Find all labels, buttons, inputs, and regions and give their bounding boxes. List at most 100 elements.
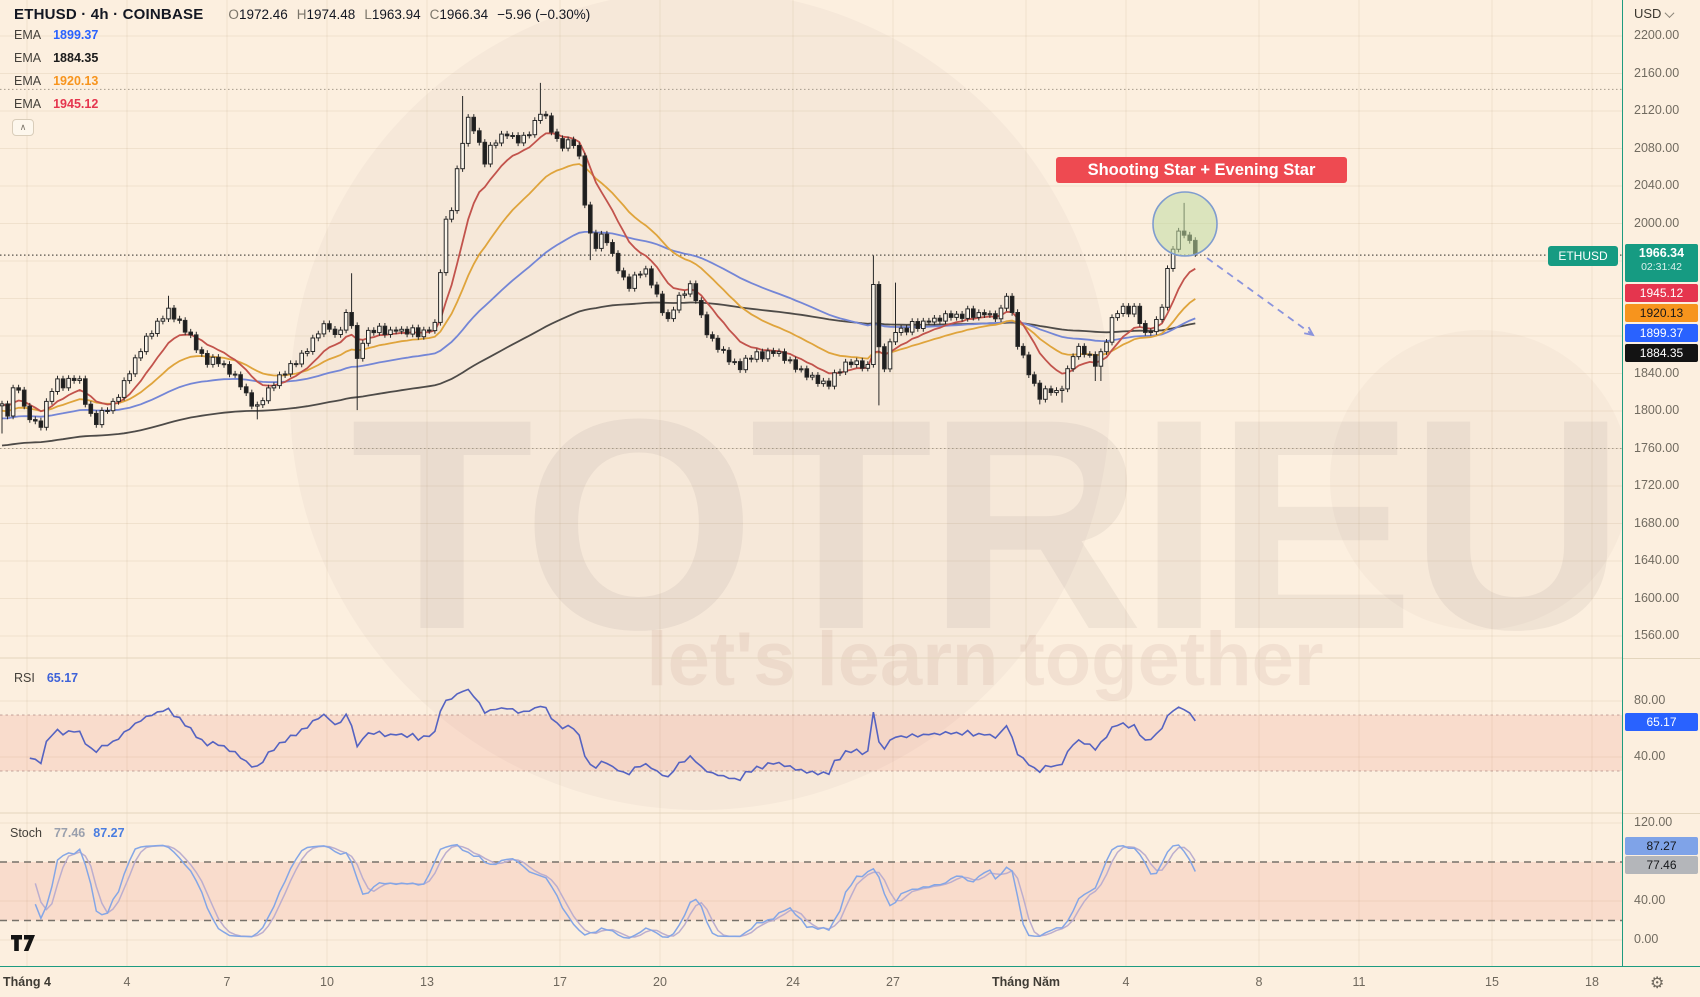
chevron-down-icon	[1665, 8, 1675, 19]
price-tick-label: 2200.00	[1634, 28, 1680, 42]
time-tick-label: 27	[886, 975, 900, 989]
time-tick-label: 11	[1352, 975, 1366, 989]
high-label: H	[296, 7, 307, 22]
price-tick-label: 1600.00	[1634, 590, 1680, 605]
open-label: O	[228, 7, 239, 22]
stoch-d-badge: 77.46	[1625, 856, 1698, 874]
time-axis[interactable]: Tháng 4 4 7 10 13 17 20 24 27 Tháng Năm 4 8 11 15 18 ⚙	[0, 966, 1700, 997]
price-tick-label: 1840.00	[1634, 365, 1680, 380]
time-tick-label: 15	[1485, 975, 1499, 989]
grid	[0, 0, 1622, 966]
projection-arrow	[1206, 257, 1314, 336]
price-chart-canvas[interactable]: TOTRIEU let's learn together	[0, 0, 1630, 966]
ema-value: 1945.12	[53, 97, 99, 111]
close-value: 1966.34	[439, 7, 489, 22]
close-label: C	[429, 7, 440, 22]
rsi-value: 65.17	[46, 671, 79, 685]
stoch-d-value: 77.46	[53, 826, 86, 840]
gear-icon[interactable]: ⚙	[1650, 975, 1665, 992]
ema-price-badge-red: 1945.12	[1625, 284, 1698, 302]
time-tick-label: 10	[320, 975, 334, 989]
ema-price-badge-black: 1884.35	[1625, 344, 1698, 362]
price-tick-label: 2120.00	[1634, 103, 1680, 117]
ema-value: 1884.35	[53, 51, 99, 65]
current-price-badge: 1966.34 02:31:42	[1625, 244, 1698, 282]
pane-divider	[1623, 813, 1700, 814]
time-tick-label: 8	[1255, 975, 1263, 989]
time-tick-label: 17	[553, 975, 567, 989]
stoch-k-value: 87.27	[93, 826, 125, 840]
ema-legend-row-2[interactable]: EMA 1884.35	[14, 51, 98, 65]
price-tick-label: 1680.00	[1634, 515, 1680, 530]
stoch-tick-label: 120.00	[1634, 815, 1673, 829]
stoch-pane-legend[interactable]: Stoch 77.46 87.27	[10, 826, 125, 840]
ema-legend-row-1[interactable]: EMA 1899.37	[14, 28, 98, 42]
time-tick-label: 18	[1585, 975, 1599, 989]
symbol-header: ETHUSD · 4h · COINBASE O1972.46 H1974.48 L1…	[14, 6, 590, 23]
stoch-label: Stoch	[10, 826, 42, 840]
price-tick-label: 2080.00	[1634, 140, 1680, 155]
svg-text:TOTRIEU: TOTRIEU	[350, 356, 1619, 692]
time-tick-label: 4	[123, 975, 131, 989]
ema-label: EMA	[14, 28, 42, 42]
ema-price-badge-blue: 1899.37	[1625, 324, 1698, 342]
ema-value: 1920.13	[53, 74, 99, 88]
rsi-pane-legend[interactable]: RSI 65.17	[14, 671, 78, 685]
collapse-legend-button[interactable]: ∧	[12, 119, 34, 136]
rsi-line	[29, 688, 1196, 782]
time-tick-label: Tháng 4	[3, 975, 51, 989]
open-value: 1972.46	[238, 7, 288, 22]
ema-label: EMA	[14, 51, 42, 65]
price-tick-label: 2040.00	[1634, 178, 1680, 192]
time-tick-label: 4	[1122, 975, 1130, 989]
ema-price-badge-orange: 1920.13	[1625, 304, 1698, 322]
svg-text:let's learn together: let's learn together	[647, 617, 1324, 702]
price-tick-label: 1800.00	[1634, 403, 1680, 417]
price-tick-label: 1560.00	[1634, 628, 1680, 642]
stoch-band	[0, 862, 1622, 921]
symbol-price-tag: ETHUSD	[1548, 246, 1618, 266]
price-tick-label: 2160.00	[1634, 65, 1680, 80]
price-tick-label: 1720.00	[1634, 478, 1680, 492]
stoch-k-line	[34, 843, 1196, 939]
rsi-value-badge: 65.17	[1625, 713, 1698, 731]
symbol-title[interactable]: ETHUSD · 4h · COINBASE	[14, 6, 204, 23]
pattern-highlight-circle	[1152, 191, 1218, 257]
rsi-tick-label: 40.00	[1634, 749, 1666, 763]
price-tick-label: 1640.00	[1634, 553, 1680, 567]
ema-label: EMA	[14, 97, 42, 111]
currency-selector[interactable]: USD	[1634, 6, 1675, 21]
rsi-label: RSI	[14, 671, 35, 685]
stoch-tick-label: 0.00	[1634, 932, 1659, 946]
ohlc-readout: O1972.46 H1974.48 L1963.94 C1966.34	[219, 7, 488, 22]
stoch-k-badge: 87.27	[1625, 837, 1698, 855]
price-axis[interactable]: USD 2200.00 2160.00 2120.00 2080.00 2040.00 2…	[1622, 0, 1700, 966]
ema-legend-row-4[interactable]: EMA 1945.12	[14, 97, 98, 111]
price-tick-label: 1760.00	[1634, 440, 1680, 455]
ema-value: 1899.37	[53, 28, 99, 42]
time-tick-label: 7	[223, 975, 231, 989]
ema-label: EMA	[14, 74, 42, 88]
price-tick-label: 2000.00	[1634, 215, 1680, 230]
ema-legend-row-3[interactable]: EMA 1920.13	[14, 74, 98, 88]
currency-label: USD	[1634, 6, 1662, 21]
time-tick-label: 20	[653, 975, 667, 989]
bar-countdown: 02:31:42	[1641, 261, 1682, 273]
time-tick-label: 24	[786, 975, 800, 989]
high-value: 1974.48	[306, 7, 356, 22]
tradingview-logo[interactable]	[10, 933, 37, 958]
time-tick-label: 13	[420, 975, 434, 989]
annotation-callout-label[interactable]: Shooting Star + Evening Star	[1056, 157, 1347, 183]
low-label: L	[364, 7, 372, 22]
time-tick-label: Tháng Năm	[991, 975, 1061, 989]
current-price-value: 1966.34	[1638, 246, 1685, 260]
stoch-tick-label: 40.00	[1634, 893, 1666, 907]
rsi-band	[0, 715, 1622, 771]
rsi-tick-label: 80.00	[1634, 693, 1666, 707]
low-value: 1963.94	[371, 7, 421, 22]
stoch-d-line	[34, 844, 1196, 938]
pane-divider	[1623, 658, 1700, 659]
change-readout: −5.96 (−0.30%)	[497, 7, 591, 22]
